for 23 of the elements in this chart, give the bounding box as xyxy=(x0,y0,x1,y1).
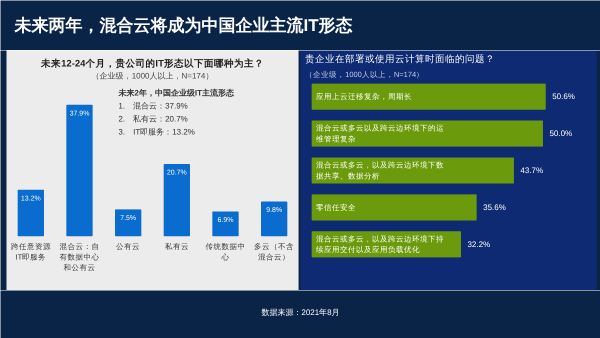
data-label: 50.0% xyxy=(549,129,572,138)
bar xyxy=(164,164,190,236)
bar xyxy=(312,84,546,110)
bar xyxy=(66,104,93,236)
annotation: 2. 私有云：20.7% xyxy=(118,114,188,124)
bar xyxy=(212,211,239,236)
annotation: 3. IT即服务：13.2% xyxy=(118,127,195,136)
data-label: 32.2% xyxy=(467,240,490,249)
text: 未来2年，中国企业级IT主流形态 xyxy=(117,87,235,98)
text: 未来两年，混合云将成为中国企业主流IT形态 xyxy=(14,16,353,35)
chart-title: 未来12-24个月，贵公司的IT形态以下面哪种为主？ xyxy=(40,57,264,70)
data-label: 43.7% xyxy=(520,166,544,175)
source-note: 数据来源：2021年8月 xyxy=(261,308,340,317)
chart-subtitle: （企业级，1000人以上，N=174） xyxy=(92,71,214,80)
bar xyxy=(261,201,288,236)
bar xyxy=(312,194,477,220)
data-label: 50.6% xyxy=(552,92,575,102)
bar xyxy=(18,190,44,236)
bar xyxy=(312,120,543,147)
data-label: 35.6% xyxy=(483,202,506,212)
annotation: 1. 混合云：37.9% xyxy=(118,101,188,110)
chart-title: 贵企业在部署或使用云计算时面临的问题？ xyxy=(305,53,496,66)
bar xyxy=(115,209,142,236)
